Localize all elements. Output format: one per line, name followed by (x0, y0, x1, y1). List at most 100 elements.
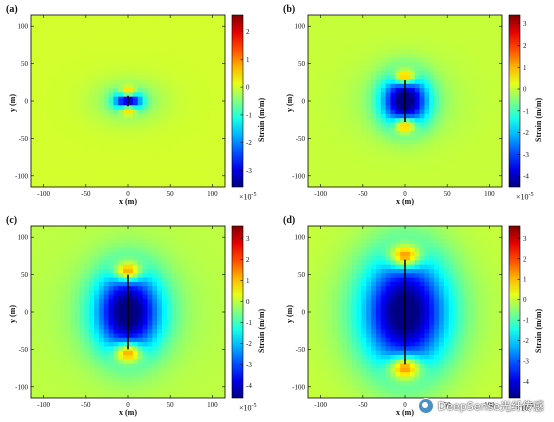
heatmap-cell (448, 152, 454, 158)
heatmap-cell (205, 273, 211, 278)
heatmap-cell (152, 156, 158, 162)
heatmap-cell (205, 234, 211, 240)
heatmap-cell (195, 359, 202, 364)
heatmap-cell (341, 230, 348, 235)
heatmap-cell (60, 247, 66, 253)
heatmap-cell (400, 36, 406, 42)
heatmap-cell (55, 226, 61, 231)
heatmap-cell (317, 161, 323, 166)
heatmap-cell (128, 62, 134, 67)
heatmap-cell (171, 152, 177, 158)
heatmap-cell (123, 286, 129, 291)
heatmap-cell (453, 152, 459, 158)
heatmap-cell (94, 105, 100, 110)
heatmap-cell (84, 238, 90, 244)
heatmap-cell (375, 66, 382, 72)
heatmap-cell (142, 178, 148, 184)
heatmap-cell (108, 376, 114, 382)
heatmap-cell (191, 307, 197, 313)
heatmap-cell (181, 88, 187, 93)
heatmap-cell (123, 243, 129, 248)
heatmap-cell (89, 372, 95, 377)
heatmap-cell (210, 277, 216, 283)
heatmap-cell (210, 363, 216, 369)
heatmap-cell (429, 148, 435, 153)
heatmap-cell (195, 312, 202, 317)
heatmap-cell (55, 234, 61, 240)
heatmap-cell (35, 148, 42, 153)
heatmap-cell (64, 148, 71, 153)
heatmap-cell (375, 53, 382, 59)
heatmap-cell (186, 247, 192, 253)
heatmap-cell (205, 320, 211, 326)
heatmap-cell (40, 329, 46, 334)
heatmap-cell (181, 70, 187, 76)
heatmap-cell (195, 333, 202, 339)
heatmap-cell (366, 70, 372, 76)
heatmap-cell (31, 19, 37, 24)
heatmap-cell (200, 152, 206, 158)
heatmap-cell (181, 131, 187, 136)
heatmap-cell (220, 269, 225, 274)
heatmap-cell (210, 230, 216, 235)
heatmap-cell (181, 156, 187, 162)
heatmap-cell (181, 389, 187, 395)
heatmap-cell (385, 23, 391, 29)
heatmap-cell (166, 376, 173, 382)
heatmap-cell (458, 165, 464, 171)
heatmap-cell (361, 113, 367, 119)
heatmap-cell (166, 281, 173, 287)
heatmap-cell (35, 269, 42, 274)
heatmap-cell (327, 45, 333, 50)
heatmap-cell (147, 178, 153, 184)
heatmap-cell (166, 226, 173, 231)
heatmap-cell (385, 36, 391, 42)
heatmap-cell (176, 372, 182, 377)
heatmap-cell (195, 113, 202, 119)
heatmap-cell (171, 45, 177, 50)
heatmap-cell (215, 316, 221, 321)
heatmap-cell (337, 53, 343, 59)
heatmap-cell (31, 273, 37, 278)
heatmap-cell (186, 144, 192, 149)
heatmap-cell (210, 49, 216, 55)
heatmap-cell (220, 58, 225, 63)
heatmap-cell (195, 83, 202, 89)
heatmap-cell (79, 165, 85, 171)
heatmap-cell (380, 23, 386, 29)
heatmap-cell (128, 83, 134, 89)
heatmap-cell (128, 303, 134, 309)
heatmap-cell (128, 53, 134, 59)
heatmap-cell (118, 58, 124, 63)
heatmap-cell (482, 23, 488, 29)
heatmap-cell (361, 126, 367, 132)
heatmap-cell (448, 156, 454, 162)
heatmap-cell (142, 337, 148, 343)
heatmap-cell (463, 96, 469, 102)
heatmap-cell (409, 53, 416, 59)
heatmap-cell (366, 40, 372, 46)
heatmap-cell (200, 139, 206, 145)
heatmap-cell (390, 92, 396, 98)
heatmap-cell (147, 243, 153, 248)
heatmap-cell (31, 324, 37, 330)
heatmap-cell (128, 113, 134, 119)
heatmap-cell (50, 161, 56, 166)
heatmap-cell (98, 256, 105, 261)
heatmap-cell (79, 58, 85, 63)
heatmap-cell (89, 36, 95, 42)
heatmap-cell (181, 23, 187, 29)
heatmap-cell (94, 363, 100, 369)
heatmap-cell (434, 49, 440, 55)
heatmap-cell (45, 144, 51, 149)
heatmap-cell (108, 294, 114, 300)
heatmap-cell (424, 45, 430, 50)
heatmap-cell (351, 88, 357, 93)
heatmap-cell (458, 113, 464, 119)
heatmap-cell (327, 32, 333, 37)
heatmap-cell (205, 346, 211, 352)
heatmap-cell (31, 92, 37, 98)
heatmap-cell (409, 131, 416, 136)
heatmap-cell (79, 135, 85, 141)
heatmap-cell (468, 49, 474, 55)
